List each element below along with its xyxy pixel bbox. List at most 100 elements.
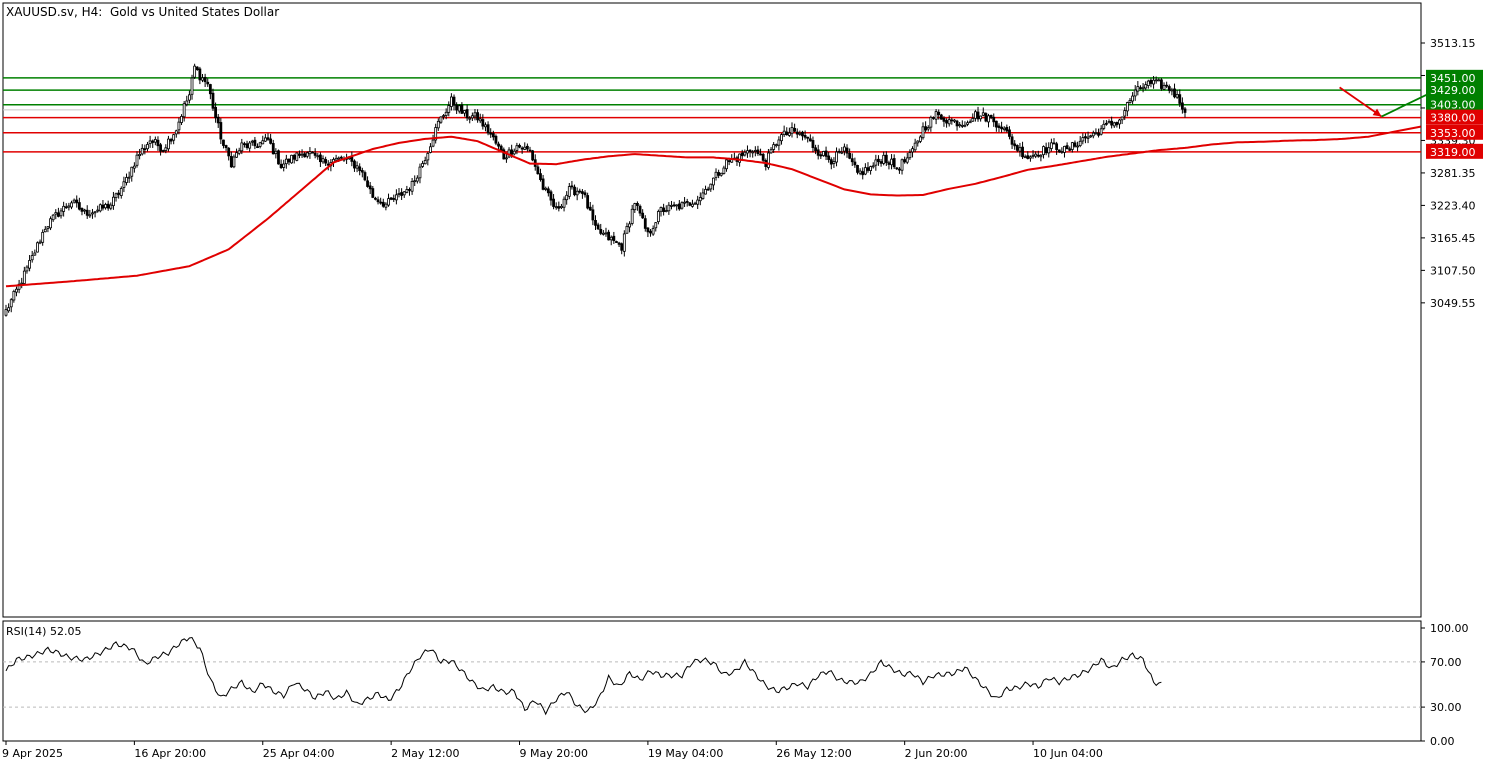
candle-body — [47, 227, 49, 229]
candle-body — [257, 147, 259, 148]
candle — [613, 232, 615, 244]
candle-body — [888, 163, 890, 165]
candle-body — [1090, 136, 1092, 137]
candle — [477, 109, 479, 122]
candle — [778, 136, 780, 150]
x-tick-label: 2 May 12:00 — [391, 747, 459, 760]
candle — [458, 104, 460, 113]
candle — [293, 154, 295, 164]
level-label: 3429.00 — [1430, 84, 1476, 97]
candle — [880, 159, 882, 167]
candle-body — [1016, 145, 1018, 150]
candle — [652, 225, 654, 235]
candle — [416, 175, 418, 183]
candle-body — [63, 206, 65, 211]
candle-body — [1111, 121, 1113, 125]
candle-body — [550, 192, 552, 200]
candle-body — [788, 133, 790, 135]
candle — [461, 102, 463, 114]
candle-body — [629, 224, 631, 227]
candle — [1145, 81, 1147, 90]
candle — [1116, 122, 1118, 128]
x-tick-label: 9 Apr 2025 — [2, 747, 63, 760]
candle — [401, 188, 403, 200]
candle — [1158, 78, 1160, 81]
candle-body — [1011, 137, 1013, 144]
candle-body — [249, 143, 251, 148]
candle-body — [1053, 143, 1055, 144]
candle-body — [581, 192, 583, 194]
candle — [615, 241, 617, 243]
candle — [39, 240, 41, 245]
candle-body — [896, 168, 898, 169]
candle-body — [419, 167, 421, 178]
candle-body — [369, 186, 371, 189]
candle-body — [133, 166, 135, 168]
candle-body — [723, 168, 725, 173]
candle-body — [23, 271, 25, 283]
candle-body — [128, 177, 130, 178]
rsi-line — [6, 638, 1161, 715]
candle-body — [251, 141, 253, 142]
candle — [440, 116, 442, 124]
candle — [909, 149, 911, 160]
candle-body — [990, 115, 992, 117]
candle — [836, 147, 838, 166]
candle — [131, 167, 133, 182]
candle-body — [613, 236, 615, 240]
candle — [204, 74, 206, 87]
candle-body — [566, 195, 568, 199]
candle — [526, 144, 528, 152]
candle-body — [194, 66, 196, 77]
candle — [1103, 120, 1105, 130]
candle-body — [401, 192, 403, 195]
candle — [993, 113, 995, 126]
candle-body — [55, 213, 57, 214]
candle-body — [301, 154, 303, 155]
candle-body — [495, 136, 497, 143]
candle-body — [112, 197, 114, 205]
candle-body — [532, 151, 534, 160]
candle-body — [953, 120, 955, 121]
candle-body — [967, 123, 969, 125]
candle — [906, 153, 908, 164]
candle-body — [1179, 95, 1181, 104]
candle-body — [1100, 129, 1102, 134]
candle — [202, 74, 204, 82]
candle — [647, 227, 649, 237]
candle-body — [424, 160, 426, 163]
price-panel-frame — [3, 3, 1421, 617]
candle — [107, 201, 109, 211]
candle-body — [238, 151, 240, 154]
candle-body — [469, 118, 471, 119]
candle-body — [1168, 87, 1170, 91]
candle — [406, 186, 408, 193]
candle-body — [610, 237, 612, 240]
candle — [435, 124, 437, 144]
candle-body — [539, 174, 541, 180]
candle — [610, 235, 612, 245]
candle-body — [597, 225, 599, 229]
candle-body — [243, 144, 245, 145]
candle — [796, 128, 798, 138]
candle-body — [120, 188, 122, 195]
candle-body — [175, 131, 177, 134]
candle — [408, 187, 410, 195]
candle-body — [870, 167, 872, 171]
candle — [663, 204, 665, 216]
candle — [914, 139, 916, 152]
candle-body — [416, 178, 418, 181]
candle-body — [464, 110, 466, 113]
candle — [1074, 140, 1076, 147]
candle-body — [898, 169, 900, 170]
candle — [547, 187, 549, 197]
candle — [118, 190, 120, 199]
candle-body — [998, 126, 1000, 128]
candle — [602, 230, 604, 236]
candle-body — [490, 133, 492, 134]
candle — [550, 190, 552, 206]
candle-body — [678, 204, 680, 209]
candle-body — [940, 115, 942, 119]
candle-body — [390, 198, 392, 200]
candle-body — [985, 114, 987, 122]
